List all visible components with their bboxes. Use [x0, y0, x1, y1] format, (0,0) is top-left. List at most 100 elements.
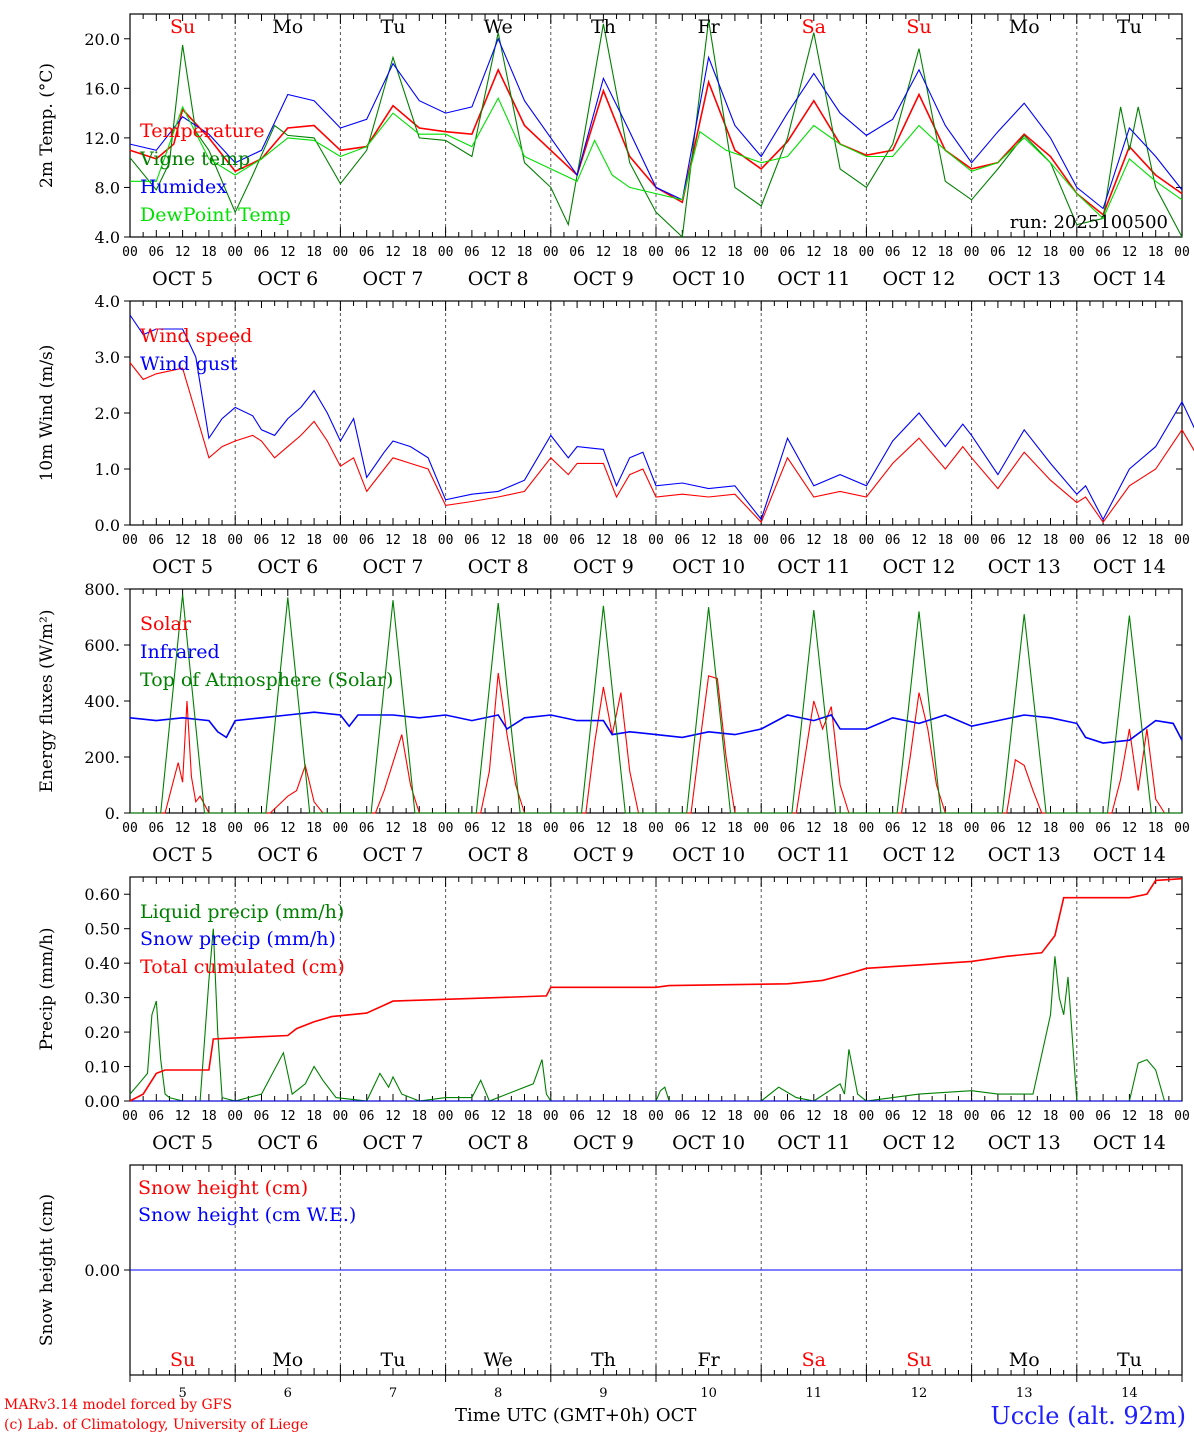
hour-label: 18 [411, 821, 427, 836]
hour-label: 18 [937, 1109, 953, 1124]
hour-label: 12 [175, 1109, 191, 1124]
bottom-day-number: 14 [1121, 1386, 1138, 1401]
date-label: OCT 7 [363, 1132, 424, 1154]
hour-label: 06 [359, 821, 375, 836]
hour-label: 12 [806, 821, 822, 836]
y-axis-label: Snow height (cm) [37, 1194, 57, 1346]
hour-label: 06 [674, 245, 690, 260]
hour-label: 18 [201, 1109, 217, 1124]
hour-label: 00 [1174, 1109, 1190, 1124]
legend-entry: Top of Atmosphere (Solar) [140, 669, 393, 691]
y-tick-label: 8.0 [95, 178, 120, 197]
bottom-day-number: 12 [911, 1386, 928, 1401]
hour-label: 00 [333, 533, 349, 548]
hour-label: 12 [1122, 245, 1138, 260]
hour-label: 18 [201, 533, 217, 548]
legend-entry: Snow height (cm W.E.) [138, 1204, 356, 1226]
model-credit: MARv3.14 model forced by GFS [4, 1397, 233, 1413]
y-tick-label: 0.40 [84, 954, 120, 973]
hour-label: 00 [438, 1109, 454, 1124]
date-label: OCT 14 [1093, 268, 1166, 290]
hour-label: 00 [648, 245, 664, 260]
y-tick-label: 0.30 [84, 989, 120, 1008]
hour-label: 12 [806, 1109, 822, 1124]
date-label: OCT 7 [363, 844, 424, 866]
hour-label: 12 [175, 821, 191, 836]
hour-label: 06 [990, 245, 1006, 260]
legend-entry: DewPoint Temp [140, 204, 291, 226]
hour-label: 18 [1043, 821, 1059, 836]
y-tick-label: 20.0 [84, 30, 120, 49]
hour-label: 18 [411, 1109, 427, 1124]
hour-label: 12 [490, 245, 506, 260]
hour-label: 12 [596, 821, 612, 836]
hour-label: 12 [385, 1109, 401, 1124]
hour-label: 18 [727, 1109, 743, 1124]
bottom-day-number: 5 [178, 1386, 186, 1401]
y-tick-label: 0.20 [84, 1023, 120, 1042]
hour-label: 18 [517, 821, 533, 836]
date-label: OCT 5 [152, 1132, 213, 1154]
y-tick-label: 2.0 [95, 404, 120, 423]
hour-label: 00 [227, 245, 243, 260]
hour-label: 06 [254, 821, 270, 836]
hour-label: 00 [227, 821, 243, 836]
hour-label: 00 [543, 533, 559, 548]
hour-label: 00 [859, 245, 875, 260]
y-tick-label: 3.0 [95, 348, 120, 367]
station-name: Uccle (alt. 92m) [990, 1402, 1186, 1430]
day-of-week-top: Tu [1117, 16, 1142, 38]
hour-label: 06 [464, 245, 480, 260]
date-label: OCT 7 [363, 556, 424, 578]
hour-label: 06 [780, 533, 796, 548]
y-axis-label: Energy fluxes (W/m²) [37, 610, 57, 793]
panel-frame [129, 588, 1183, 814]
hour-label: 00 [648, 821, 664, 836]
hour-label: 18 [201, 245, 217, 260]
hour-label: 00 [1069, 821, 1085, 836]
hour-label: 06 [254, 1109, 270, 1124]
legend-entry: Humidex [140, 176, 227, 198]
hour-label: 12 [175, 533, 191, 548]
date-label: OCT 9 [573, 844, 634, 866]
hour-label: 06 [674, 1109, 690, 1124]
date-label: OCT 9 [573, 268, 634, 290]
hour-label: 00 [333, 245, 349, 260]
date-label: OCT 12 [882, 844, 955, 866]
bottom-day-number: 11 [806, 1386, 823, 1401]
date-label: OCT 12 [882, 556, 955, 578]
date-label: OCT 8 [468, 268, 529, 290]
hour-label: 18 [622, 821, 638, 836]
hour-label: 06 [885, 245, 901, 260]
hour-label: 18 [622, 1109, 638, 1124]
hour-label: 18 [201, 821, 217, 836]
hour-label: 00 [964, 245, 980, 260]
legend-entry: Wind gust [140, 353, 238, 375]
hour-label: 18 [832, 1109, 848, 1124]
date-label: OCT 8 [468, 844, 529, 866]
hour-label: 18 [411, 245, 427, 260]
legend-entry: Snow precip (mm/h) [140, 928, 336, 950]
hour-label: 18 [1043, 245, 1059, 260]
hour-label: 00 [333, 821, 349, 836]
y-tick-label: 4.0 [95, 228, 120, 247]
hour-label: 12 [911, 821, 927, 836]
hour-label: 06 [254, 245, 270, 260]
date-label: OCT 14 [1093, 556, 1166, 578]
hour-label: 00 [859, 821, 875, 836]
hour-label: 18 [1043, 1109, 1059, 1124]
date-label: OCT 10 [672, 268, 745, 290]
bottom-day-number: 9 [599, 1386, 607, 1401]
hour-label: 18 [306, 533, 322, 548]
run-label: run: 2025100500 [1010, 212, 1168, 233]
y-axis-label: 10m Wind (m/s) [37, 345, 57, 482]
day-of-week-top: We [484, 16, 513, 38]
y-tick-label: 400. [84, 692, 120, 711]
day-of-week-top: Sa [802, 16, 826, 38]
date-label: OCT 14 [1093, 844, 1166, 866]
hour-label: 06 [990, 533, 1006, 548]
hour-label: 12 [911, 245, 927, 260]
hour-label: 12 [596, 533, 612, 548]
y-tick-label: 0.00 [84, 1261, 120, 1280]
hour-label: 12 [701, 533, 717, 548]
